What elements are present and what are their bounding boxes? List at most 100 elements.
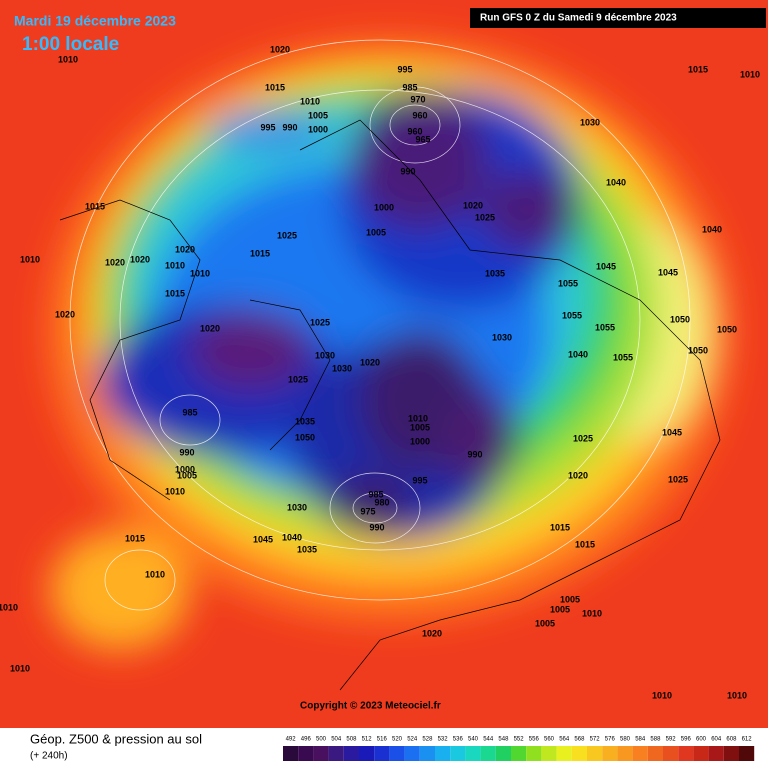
pressure-label: 1010 [300,96,320,106]
scale-label: 564 [559,737,570,743]
pressure-label: 1020 [568,470,588,480]
pressure-label: 1050 [717,324,737,334]
pressure-label: 1010 [165,260,185,270]
scale-swatch [556,746,572,761]
pressure-label: 1030 [287,502,307,512]
scale-swatch [283,746,299,761]
scale-swatch [678,746,694,761]
scale-label: 536 [453,737,464,743]
pressure-label: 990 [282,122,297,132]
scale-label: 552 [514,737,525,743]
pressure-label: 1010 [652,690,672,700]
pressure-label: 1020 [55,309,75,319]
scale-swatch [465,746,481,761]
pressure-label: 1010 [165,486,185,496]
scale-label: 568 [574,737,585,743]
pressure-label: 1005 [366,227,386,237]
pressure-label: 970 [410,94,425,104]
scale-label: 600 [696,737,707,743]
scale-swatch [632,746,648,761]
scale-label: 604 [711,737,722,743]
pressure-label: 1010 [0,602,18,612]
scale-label: 592 [666,737,677,743]
pressure-label: 1025 [277,230,297,240]
scale-label: 516 [377,737,388,743]
pressure-label: 1020 [270,44,290,54]
pressure-label: 1010 [740,69,760,79]
pressure-label: 1030 [332,363,352,373]
pressure-label: 1030 [492,332,512,342]
run-info: Run GFS 0 Z du Samedi 9 décembre 2023 [480,13,677,24]
scale-label: 504 [331,737,342,743]
pressure-label: 1020 [105,257,125,267]
scale-label: 540 [468,737,479,743]
pressure-label: 1010 [145,569,165,579]
scale-label: 508 [346,737,357,743]
scale-swatch [541,746,557,761]
scale-swatch [298,746,314,761]
pressure-label: 995 [260,122,275,132]
scale-swatch [450,746,466,761]
scale-label: 520 [392,737,403,743]
pressure-label: 1020 [130,254,150,264]
pressure-label: 1010 [190,268,210,278]
scale-swatch [495,746,511,761]
scale-label: 612 [742,737,753,743]
pressure-label: 1005 [550,604,570,614]
pressure-label: 995 [397,64,412,74]
pressure-label: 1010 [20,254,40,264]
pressure-label: 1015 [575,539,595,549]
scale-swatch [693,746,709,761]
scale-swatch [602,746,618,761]
pressure-label: 1045 [596,261,616,271]
pressure-label: 1025 [310,317,330,327]
pressure-label: 990 [400,166,415,176]
pressure-label: 1040 [606,177,626,187]
scale-swatch [647,746,663,761]
pressure-label: 1010 [58,54,78,64]
scale-label: 560 [544,737,555,743]
pressure-label: 1015 [250,248,270,258]
pressure-label: 960 [407,126,422,136]
pressure-label: 1010 [10,663,30,673]
scale-label: 496 [301,737,312,743]
pressure-label: 1055 [558,278,578,288]
scale-label: 544 [483,737,494,743]
scale-swatch [480,746,496,761]
scale-swatch [374,746,390,761]
scale-label: 492 [286,737,297,743]
pressure-label: 1015 [265,82,285,92]
scale-swatch [313,746,329,761]
pressure-label: 1005 [535,618,555,628]
pressure-label: 1015 [165,288,185,298]
pressure-label: 985 [368,489,383,499]
pressure-label: 1020 [200,323,220,333]
scale-label: 524 [407,737,418,743]
date: Mardi 19 décembre 2023 [14,13,176,29]
pressure-label: 990 [369,522,384,532]
scale-swatch [511,746,527,761]
scale-label: 548 [498,737,509,743]
scale-label: 596 [681,737,692,743]
pressure-label: 985 [182,407,197,417]
scale-swatch [663,746,679,761]
pressure-label: 1015 [125,533,145,543]
scale-swatch [328,746,344,761]
pressure-label: 1045 [658,267,678,277]
pressure-label: 1000 [410,436,430,446]
pressure-label: 990 [179,447,194,457]
pressure-label: 1050 [688,345,708,355]
pressure-label: 1005 [560,594,580,604]
pressure-label: 1055 [613,352,633,362]
scale-swatch [359,746,375,761]
pressure-labels: 1010 1020 995 1015 1010 1015 985 970 1010 960 1005… [0,44,760,700]
pressure-label: 990 [467,449,482,459]
pressure-label: 1040 [568,349,588,359]
map-field [0,0,768,728]
pressure-label: 975 [360,506,375,516]
pressure-label: 1015 [688,64,708,74]
scale-label: 588 [650,737,661,743]
scale-swatch [404,746,420,761]
scale-label: 608 [726,737,737,743]
pressure-label: 1005 [410,422,430,432]
